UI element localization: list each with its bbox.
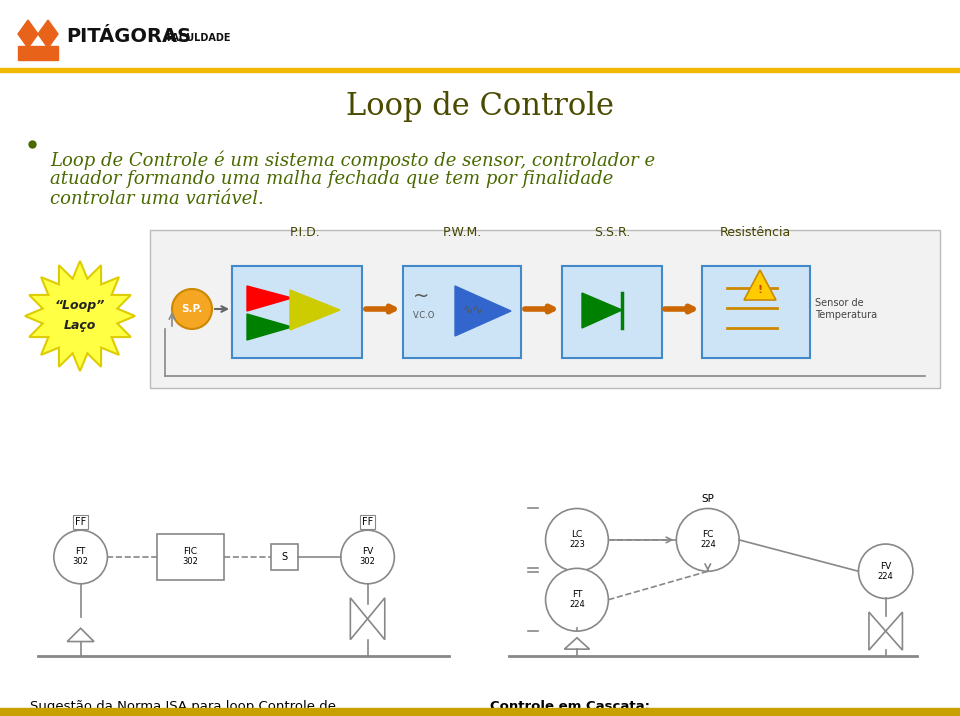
Polygon shape: [350, 598, 368, 639]
Text: V.C.O: V.C.O: [413, 311, 436, 321]
Text: 302: 302: [360, 558, 375, 566]
Polygon shape: [67, 628, 94, 642]
Polygon shape: [18, 20, 38, 48]
Text: Sugestão da Norma ISA para loop Controle de: Sugestão da Norma ISA para loop Controle…: [30, 700, 336, 713]
Text: FF: FF: [362, 517, 373, 527]
Circle shape: [677, 508, 739, 571]
Text: S.S.R.: S.S.R.: [594, 226, 630, 238]
Bar: [0, 68, 960, 72]
Text: S.P.: S.P.: [181, 304, 203, 314]
Bar: [0, 708, 960, 716]
Polygon shape: [368, 598, 385, 639]
Text: 224: 224: [700, 541, 715, 549]
Text: Loop de Controle é um sistema composto de sensor, controlador e: Loop de Controle é um sistema composto d…: [50, 150, 655, 170]
Text: PITÁGORAS: PITÁGORAS: [66, 26, 191, 46]
Text: O Controlador de Vazão de tem seu ponto de: O Controlador de Vazão de tem seu ponto …: [490, 714, 791, 716]
Text: 223: 223: [569, 541, 585, 549]
Text: FIC: FIC: [183, 548, 198, 556]
Polygon shape: [869, 612, 886, 650]
Polygon shape: [247, 286, 292, 311]
Text: S: S: [281, 552, 287, 562]
Text: atuador formando uma malha fechada que tem por finalidade: atuador formando uma malha fechada que t…: [50, 170, 613, 188]
Circle shape: [545, 508, 609, 571]
Text: FF: FF: [75, 517, 86, 527]
Text: !: !: [757, 285, 762, 295]
Text: FV: FV: [362, 548, 373, 556]
Text: FT: FT: [76, 548, 85, 556]
Text: FC: FC: [702, 531, 713, 539]
Text: 302: 302: [73, 558, 88, 566]
Text: 302: 302: [182, 558, 199, 566]
Polygon shape: [25, 261, 135, 371]
Polygon shape: [886, 612, 902, 650]
Bar: [232, 266, 362, 358]
Polygon shape: [564, 638, 589, 649]
Text: controlar uma variável.: controlar uma variável.: [50, 190, 264, 208]
Text: FACULDADE: FACULDADE: [166, 33, 230, 43]
Polygon shape: [744, 270, 776, 300]
Text: ~: ~: [413, 286, 429, 306]
Text: Loop de Controle: Loop de Controle: [346, 90, 614, 122]
Text: SP: SP: [702, 493, 714, 503]
Bar: [271, 543, 298, 571]
Text: 224: 224: [569, 600, 585, 609]
Bar: [702, 266, 810, 358]
Polygon shape: [38, 20, 58, 48]
Polygon shape: [582, 293, 622, 328]
Bar: [157, 534, 224, 580]
Polygon shape: [455, 286, 511, 336]
Circle shape: [172, 289, 212, 329]
Text: “Loop”: “Loop”: [55, 299, 106, 312]
Circle shape: [54, 531, 108, 584]
Text: FV: FV: [880, 562, 891, 571]
Text: Laço: Laço: [63, 319, 96, 332]
Text: Sensor de
Temperatura: Sensor de Temperatura: [815, 298, 877, 320]
Bar: [18, 46, 58, 60]
Text: P.W.M.: P.W.M.: [443, 226, 482, 238]
Text: ∿∿: ∿∿: [463, 304, 484, 316]
Text: Controle de Vazão com Integração FieldBus: Controle de Vazão com Integração FieldBu…: [30, 714, 319, 716]
Text: Controle em Cascata:: Controle em Cascata:: [490, 700, 650, 713]
Circle shape: [341, 531, 395, 584]
Circle shape: [858, 544, 913, 599]
Polygon shape: [247, 314, 292, 340]
Text: FT: FT: [572, 590, 582, 599]
Bar: [562, 266, 662, 358]
Text: Resistência: Resistência: [719, 226, 791, 238]
Bar: [150, 230, 940, 388]
Text: LC: LC: [571, 531, 583, 539]
Bar: [0, 0, 960, 68]
Bar: [403, 266, 521, 358]
Circle shape: [545, 569, 609, 631]
Text: 224: 224: [877, 572, 894, 581]
Text: P.I.D.: P.I.D.: [290, 226, 321, 238]
Polygon shape: [290, 290, 340, 330]
